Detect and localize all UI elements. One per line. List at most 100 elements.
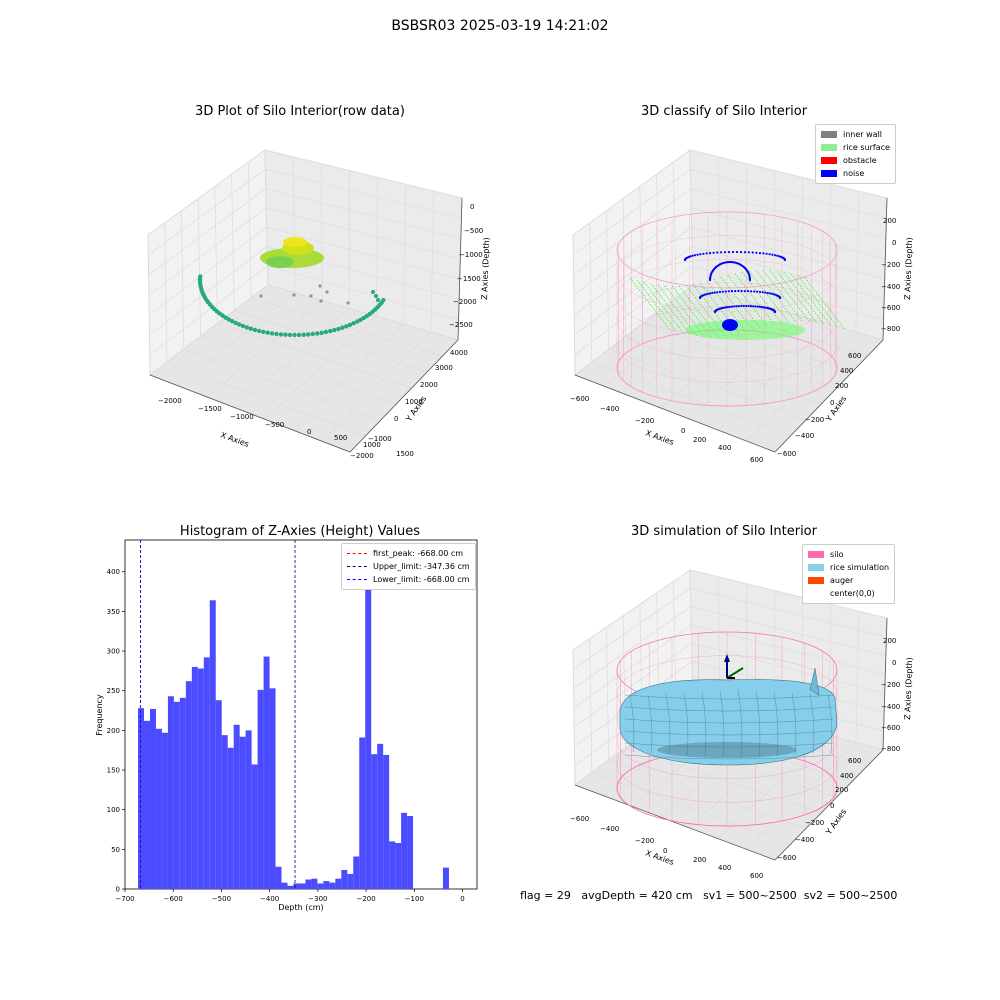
grid-line (606, 210, 610, 350)
noise-point (716, 291, 719, 294)
hist-bar (305, 879, 312, 889)
grid-line (217, 323, 412, 389)
data-point (261, 329, 266, 335)
rice-surface-streak (629, 277, 671, 331)
noise-point (723, 306, 726, 309)
legend-item-lower-limit: Lower_limit: -668.00 cm (347, 573, 470, 586)
data-point (296, 332, 302, 338)
data-point (301, 332, 306, 337)
plot2-xlabel: X Axies (644, 428, 675, 447)
data-point (252, 327, 258, 333)
legend-item-inner-wall: inner wall (821, 128, 890, 141)
noise-point (756, 305, 759, 308)
rice-surface-streak (727, 274, 769, 328)
plot1-xlabel: X Axies (219, 430, 250, 449)
grid-line (746, 331, 857, 442)
mesh-line (624, 754, 834, 760)
noise-point (730, 290, 734, 293)
data-point (355, 319, 360, 324)
plot1-xtick: −1000 (230, 413, 254, 421)
data-point (259, 294, 263, 298)
noise-point (727, 251, 731, 254)
plot1-ytick: 4000 (450, 349, 468, 357)
plot4-auger-arrows (724, 654, 744, 679)
legend-label: noise (843, 169, 865, 178)
plot1-ytick: 0 (394, 415, 398, 423)
plot2-y-ticks: −600 −400 −200 0 200 400 600 (777, 352, 861, 458)
noise-point (718, 290, 722, 293)
grid-line (573, 587, 887, 670)
data-point (306, 332, 311, 337)
data-point (381, 298, 386, 303)
hist-bar (359, 737, 366, 889)
plot1-xtick: 500 (334, 434, 347, 442)
grid-line (574, 265, 884, 356)
x-tick-label: −100 (405, 895, 424, 903)
hist-bar (233, 724, 240, 889)
hist-bar (407, 816, 414, 889)
data-point (309, 294, 313, 298)
legend-item-noise: noise (821, 167, 890, 180)
noise-point (752, 305, 755, 308)
data-point (310, 331, 315, 337)
grid-line (656, 174, 660, 311)
plot1-xtick: −1500 (198, 405, 222, 413)
noise-point (745, 304, 748, 308)
hist-bar (257, 689, 264, 889)
mesh-line (827, 694, 833, 754)
grid-line (625, 336, 822, 405)
noise-point (683, 258, 687, 262)
noise-point (689, 255, 692, 258)
plot1-ytick: 3000 (435, 364, 453, 372)
grid-line (149, 265, 459, 356)
legend-item-rice-surface: rice surface (821, 141, 890, 154)
noise-point (706, 292, 710, 295)
plot4-ytick: 600 (848, 757, 861, 765)
data-point (292, 332, 297, 338)
plot1-ytick: −1000 (368, 435, 392, 443)
grid-line (206, 300, 323, 398)
legend-swatch (808, 590, 824, 597)
noise-point (711, 291, 714, 295)
footer-flag: flag = 29 (520, 889, 571, 902)
data-point (318, 284, 322, 288)
plot2-xtick: −400 (600, 405, 619, 413)
noise-point (731, 250, 735, 254)
legend-item-silo: silo (808, 548, 889, 561)
mesh-line (624, 718, 834, 724)
legend-label: silo (830, 550, 844, 559)
grid-line (717, 156, 721, 293)
grid-line (403, 184, 407, 325)
noise-point (743, 290, 746, 293)
plot3-ylabel: Frequency (95, 694, 104, 736)
hist-bar (281, 882, 288, 889)
z-axis-line (882, 617, 888, 751)
legend-label: obstacle (843, 156, 877, 165)
noise-point (729, 260, 732, 264)
plot2-xtick: 200 (693, 436, 706, 444)
data-point (371, 290, 375, 294)
legend-item-obstacle: obstacle (821, 154, 890, 167)
noise-point (737, 289, 740, 293)
noise-point (726, 306, 730, 309)
data-point (248, 326, 253, 331)
noise-point (716, 251, 719, 254)
rice-surface-streak (776, 270, 818, 324)
rice-surface-streak (755, 269, 797, 323)
plot1-ytick: 2000 (420, 381, 438, 389)
rice-surface-band (685, 320, 805, 340)
noise-point (778, 255, 781, 258)
noise-point (751, 251, 754, 254)
noise-point (735, 305, 738, 308)
plot1-z-ticks: 0 −500 −1000 −1500 −2000 −2500 (449, 203, 483, 329)
noise-point (758, 305, 762, 308)
hist-bar (203, 657, 210, 889)
rice-surface-streak (783, 272, 825, 325)
plot4-legend: silo rice simulation auger center(0,0) (802, 544, 896, 604)
legend-label: rice surface (843, 143, 890, 152)
legend-label: Lower_limit: -668.00 cm (373, 575, 470, 584)
x-tick-label: −500 (212, 895, 231, 903)
data-point (240, 323, 246, 329)
plot1-axes-box (147, 149, 463, 453)
grid-line (828, 184, 832, 325)
